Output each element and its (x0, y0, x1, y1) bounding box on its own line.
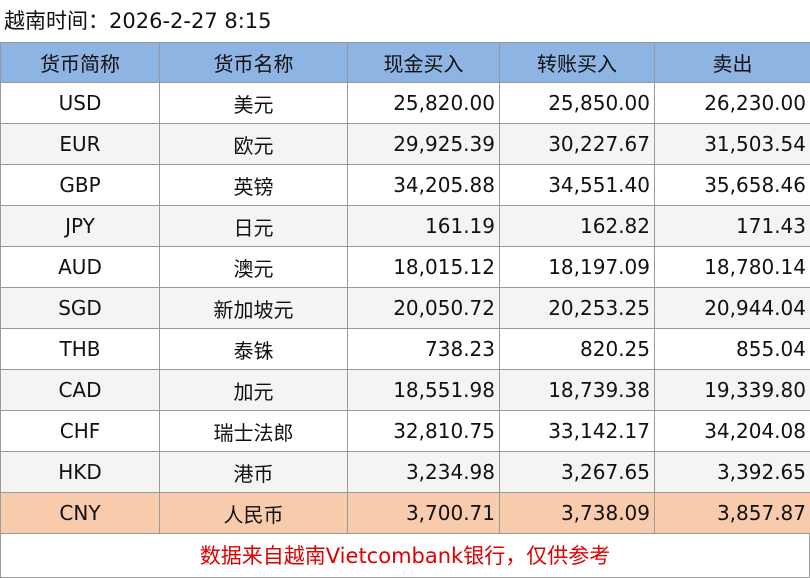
cash-buy-rate: 3,700.71 (348, 493, 500, 534)
currency-code: AUD (1, 247, 160, 288)
sell-rate: 20,944.04 (655, 288, 810, 329)
transfer-buy-rate: 33,142.17 (500, 411, 655, 452)
transfer-buy-rate: 25,850.00 (500, 83, 655, 124)
column-header-name: 货币名称 (160, 43, 348, 83)
currency-code: SGD (1, 288, 160, 329)
sell-rate: 171.43 (655, 206, 810, 247)
column-header-sell: 卖出 (655, 43, 810, 83)
sell-rate: 31,503.54 (655, 124, 810, 165)
cash-buy-rate: 3,234.98 (348, 452, 500, 493)
column-header-code: 货币简称 (1, 43, 160, 83)
currency-name: 欧元 (160, 124, 348, 165)
sell-rate: 34,204.08 (655, 411, 810, 452)
cash-buy-rate: 20,050.72 (348, 288, 500, 329)
page-title: 越南时间：2026-2-27 8:15 (0, 0, 810, 42)
transfer-buy-rate: 3,267.65 (500, 452, 655, 493)
sell-rate: 26,230.00 (655, 83, 810, 124)
cash-buy-rate: 29,925.39 (348, 124, 500, 165)
sell-rate: 3,392.65 (655, 452, 810, 493)
transfer-buy-rate: 18,197.09 (500, 247, 655, 288)
column-header-cash-buy: 现金买入 (348, 43, 500, 83)
table-header-row: 货币简称 货币名称 现金买入 转账买入 卖出 (1, 43, 810, 83)
currency-code: GBP (1, 165, 160, 206)
currency-name: 美元 (160, 83, 348, 124)
transfer-buy-rate: 20,253.25 (500, 288, 655, 329)
sell-rate: 35,658.46 (655, 165, 810, 206)
cash-buy-rate: 18,551.98 (348, 370, 500, 411)
cash-buy-rate: 161.19 (348, 206, 500, 247)
currency-code: CHF (1, 411, 160, 452)
cash-buy-rate: 738.23 (348, 329, 500, 370)
column-header-transfer-buy: 转账买入 (500, 43, 655, 83)
currency-code: THB (1, 329, 160, 370)
transfer-buy-rate: 18,739.38 (500, 370, 655, 411)
source-note: 数据来自越南Vietcombank银行，仅供参考 (0, 534, 810, 578)
currency-code: CAD (1, 370, 160, 411)
currency-name: 新加坡元 (160, 288, 348, 329)
transfer-buy-rate: 3,738.09 (500, 493, 655, 534)
transfer-buy-rate: 34,551.40 (500, 165, 655, 206)
cash-buy-rate: 34,205.88 (348, 165, 500, 206)
currency-code: EUR (1, 124, 160, 165)
currency-name: 澳元 (160, 247, 348, 288)
cash-buy-rate: 18,015.12 (348, 247, 500, 288)
currency-name: 英镑 (160, 165, 348, 206)
currency-name: 日元 (160, 206, 348, 247)
currency-code: CNY (1, 493, 160, 534)
transfer-buy-rate: 30,227.67 (500, 124, 655, 165)
currency-name: 加元 (160, 370, 348, 411)
currency-code: JPY (1, 206, 160, 247)
currency-name: 港币 (160, 452, 348, 493)
transfer-buy-rate: 162.82 (500, 206, 655, 247)
currency-name: 瑞士法郎 (160, 411, 348, 452)
cash-buy-rate: 25,820.00 (348, 83, 500, 124)
currency-name: 泰铢 (160, 329, 348, 370)
sell-rate: 19,339.80 (655, 370, 810, 411)
currency-code: USD (1, 83, 160, 124)
sell-rate: 855.04 (655, 329, 810, 370)
sell-rate: 18,780.14 (655, 247, 810, 288)
transfer-buy-rate: 820.25 (500, 329, 655, 370)
currency-name: 人民币 (160, 493, 348, 534)
currency-code: HKD (1, 452, 160, 493)
sell-rate: 3,857.87 (655, 493, 810, 534)
cash-buy-rate: 32,810.75 (348, 411, 500, 452)
